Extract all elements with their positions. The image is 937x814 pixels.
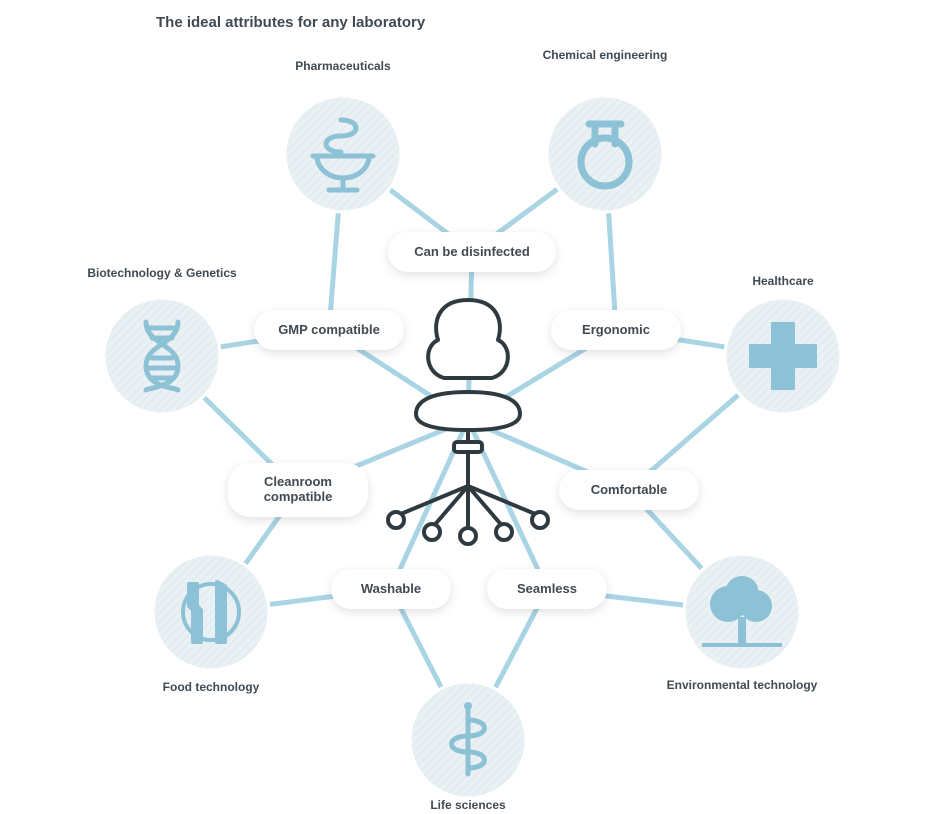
node-label-food: Food technology — [131, 680, 291, 694]
node-health — [725, 298, 841, 414]
pill-seamless: Seamless — [487, 569, 607, 609]
pill-comfort: Comfortable — [559, 470, 699, 510]
page-title: The ideal attributes for any laboratory — [156, 14, 425, 31]
pill-ergonomic: Ergonomic — [551, 310, 681, 350]
node-label-chem: Chemical engineering — [525, 48, 685, 62]
pill-gmp: GMP compatible — [254, 310, 404, 350]
node-env — [684, 554, 800, 670]
node-bio — [104, 298, 220, 414]
node-label-life: Life sciences — [388, 798, 548, 812]
pill-disinfect: Can be disinfected — [388, 232, 556, 272]
infographic-stage: The ideal attributes for any laboratory … — [0, 0, 937, 814]
node-label-bio: Biotechnology & Genetics — [82, 266, 242, 280]
chair-icon — [388, 300, 548, 544]
node-label-health: Healthcare — [703, 274, 863, 288]
node-label-pharma: Pharmaceuticals — [263, 59, 423, 73]
pill-cleanroom: Cleanroom compatible — [228, 463, 368, 517]
pill-washable: Washable — [331, 569, 451, 609]
node-chem — [547, 96, 663, 212]
node-food — [153, 554, 269, 670]
node-pharma — [285, 96, 401, 212]
node-label-env: Environmental technology — [662, 678, 822, 692]
node-life — [410, 682, 526, 798]
